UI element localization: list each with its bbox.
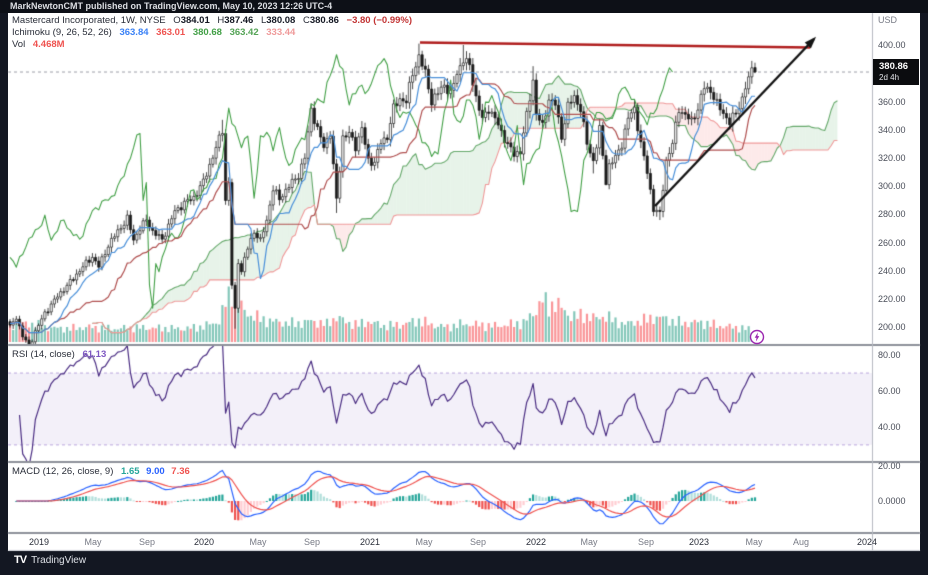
- ichimoku-lead2-value: 333.44: [266, 27, 296, 38]
- high-value: 387.46: [224, 15, 254, 26]
- macd-title: MACD (12, 26, close, 9): [12, 466, 114, 477]
- macd-signal-value: 7.36: [171, 466, 190, 477]
- price-axis-tick: 240.00: [878, 265, 906, 276]
- ichimoku-legend[interactable]: Ichimoku (9, 26, 52, 26) 363.84 363.01 3…: [12, 27, 295, 38]
- time-axis-label: May: [415, 537, 433, 547]
- time-axis-label: 2020: [193, 537, 215, 547]
- time-axis-label: Sep: [469, 537, 486, 547]
- current-price: 380.86: [879, 61, 909, 72]
- low-label: L: [260, 15, 267, 26]
- tradingview-logo-text: TradingView: [31, 554, 87, 566]
- macd-axis-tick: 20.00: [878, 461, 901, 471]
- time-axis-label: 2024: [856, 537, 878, 547]
- publish-header: MarkNewtonCMT published on TradingView.c…: [0, 0, 928, 13]
- time-axis-label: May: [580, 537, 598, 547]
- price-axis-tick: 400.00: [878, 40, 906, 50]
- lightning-icon[interactable]: [749, 329, 765, 345]
- price-axis-tick: 220.00: [878, 294, 906, 305]
- time-axis-label: 2022: [525, 537, 547, 547]
- time-axis-label: Aug: [792, 537, 809, 547]
- close-value: 380.86: [309, 15, 339, 26]
- price-axis-tick: 200.00: [878, 322, 906, 333]
- macd-line-value: 9.00: [146, 466, 165, 477]
- macd-axis-tick: 0.0000: [878, 496, 906, 506]
- ichimoku-lagging-value: 380.68: [192, 27, 222, 38]
- current-price-badge[interactable]: 380.86 2d 4h: [873, 59, 919, 85]
- low-value: 380.08: [266, 15, 296, 26]
- high-label: H: [217, 15, 225, 26]
- time-axis-label: May: [84, 537, 102, 547]
- publish-info: MarkNewtonCMT published on TradingView.c…: [10, 1, 333, 11]
- rsi-axis-tick: 80.00: [878, 350, 901, 361]
- macd-hist-value: 1.65: [121, 466, 140, 477]
- currency-label: USD: [878, 15, 898, 25]
- time-axis-label: Sep: [303, 537, 320, 547]
- time-axis-label: May: [745, 537, 763, 547]
- rsi-title: RSI (14, close): [12, 349, 75, 360]
- price-axis-tick: 360.00: [878, 96, 906, 107]
- ichimoku-lead1-value: 363.42: [229, 27, 259, 38]
- macd-legend[interactable]: MACD (12, 26, close, 9) 1.65 9.00 7.36: [12, 466, 190, 477]
- open-value: 384.01: [180, 15, 210, 26]
- symbol-title: Mastercard Incorporated, 1W, NYSE: [12, 15, 166, 26]
- change-value: −3.80 (−0.99%): [346, 15, 413, 26]
- symbol-legend[interactable]: Mastercard Incorporated, 1W, NYSE O384.0…: [12, 15, 412, 26]
- price-axis-tick: 280.00: [878, 209, 906, 220]
- volume-legend[interactable]: Vol 4.468M: [12, 39, 65, 50]
- time-axis-label: 2023: [688, 537, 710, 547]
- ichimoku-base-value: 363.01: [156, 27, 186, 38]
- volume-title: Vol: [12, 39, 26, 50]
- rsi-legend[interactable]: RSI (14, close) 61.13: [12, 349, 106, 360]
- open-label: O: [173, 15, 181, 26]
- ichimoku-title: Ichimoku (9, 26, 52, 26): [12, 27, 112, 38]
- price-axis-tick: 300.00: [878, 181, 906, 192]
- time-axis-label: 2019: [28, 537, 50, 547]
- time-axis-label: 2021: [359, 537, 381, 547]
- volume-value: 4.468M: [32, 39, 65, 50]
- rsi-axis-tick: 60.00: [878, 386, 901, 396]
- rsi-axis-tick: 40.00: [878, 421, 901, 432]
- time-axis-label: Sep: [637, 537, 654, 547]
- time-axis-label: May: [249, 537, 267, 547]
- bar-countdown: 2d 4h: [879, 73, 900, 82]
- tradingview-logo-mark: TV: [14, 554, 27, 566]
- rsi-value: 61.13: [82, 349, 107, 360]
- close-label: C: [302, 15, 310, 26]
- price-axis-tick: 320.00: [878, 152, 906, 163]
- time-axis-label: Sep: [138, 537, 155, 547]
- price-axis-tick: 340.00: [878, 124, 906, 135]
- ichimoku-conversion-value: 363.84: [119, 27, 149, 38]
- tradingview-logo[interactable]: TV TradingView: [14, 552, 86, 568]
- price-axis-tick: 260.00: [878, 237, 906, 248]
